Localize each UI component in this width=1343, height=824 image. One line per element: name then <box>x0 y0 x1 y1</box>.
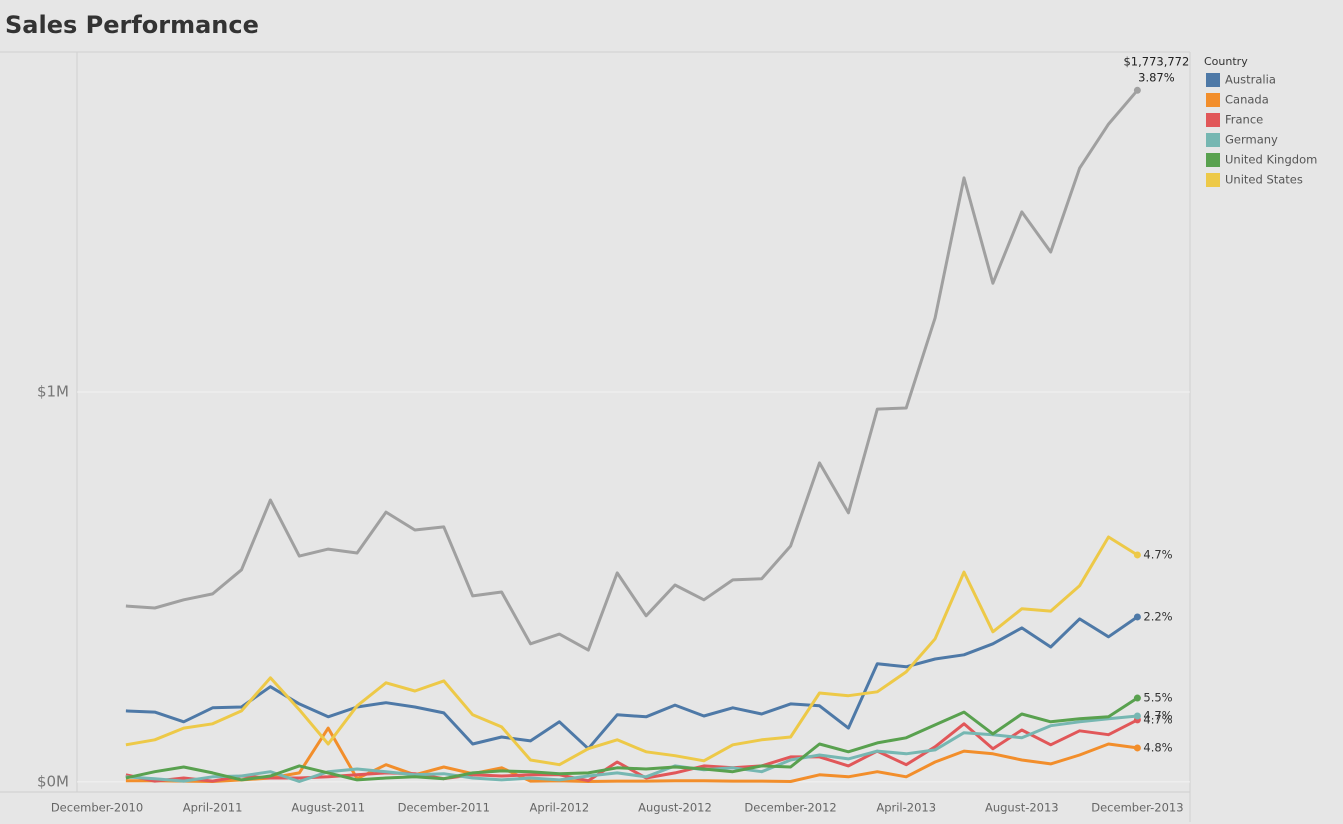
end-label: 4.8% <box>1143 740 1172 754</box>
x-tick-label: April-2012 <box>530 801 590 815</box>
end-label: 4.7% <box>1143 712 1172 726</box>
legend-swatch <box>1206 133 1220 147</box>
series-line <box>125 89 1139 652</box>
end-point <box>1133 744 1141 752</box>
x-tick-label: December-2010 <box>51 801 143 815</box>
x-tick-label: April-2011 <box>183 801 243 815</box>
x-tick-label: August-2012 <box>638 801 712 815</box>
series-line <box>125 696 1139 782</box>
series-line <box>125 726 1138 783</box>
y-tick-label: $0M <box>37 772 69 790</box>
legend-title: Country <box>1204 55 1248 68</box>
series-line <box>125 714 1138 783</box>
chart-title: Sales Performance <box>5 11 259 39</box>
legend-label: Germany <box>1225 133 1278 147</box>
value-label: $1,773,772 <box>1123 55 1189 69</box>
legend-label: Australia <box>1225 73 1276 87</box>
legend-swatch <box>1206 93 1220 107</box>
legend-swatch <box>1206 153 1220 167</box>
x-tick-label: December-2012 <box>744 801 836 815</box>
legend-label: United Kingdom <box>1225 153 1317 167</box>
series-line <box>125 615 1139 751</box>
end-point <box>1133 712 1141 720</box>
legend-swatch <box>1206 113 1220 127</box>
legend-label: United States <box>1225 173 1303 187</box>
end-label: 4.7% <box>1143 708 1172 722</box>
end-label: 3.87% <box>1138 71 1175 85</box>
legend-label: France <box>1225 113 1263 127</box>
legend-swatch <box>1206 173 1220 187</box>
y-tick-label: $1M <box>37 382 69 400</box>
end-label: 5.5% <box>1143 691 1172 705</box>
legend-label: Canada <box>1225 93 1269 107</box>
end-point <box>1133 551 1141 559</box>
end-label: 4.7% <box>1143 547 1172 561</box>
series-line <box>125 718 1139 783</box>
end-label: 2.2% <box>1143 609 1172 623</box>
legend-swatch <box>1206 73 1220 87</box>
x-tick-label: December-2011 <box>398 801 490 815</box>
end-point <box>1133 86 1141 94</box>
x-tick-label: August-2013 <box>985 801 1059 815</box>
series-line <box>125 535 1139 767</box>
x-tick-label: December-2013 <box>1091 801 1183 815</box>
end-point <box>1133 613 1141 621</box>
x-tick-label: April-2013 <box>876 801 936 815</box>
end-point <box>1133 694 1141 702</box>
x-tick-label: August-2011 <box>291 801 365 815</box>
